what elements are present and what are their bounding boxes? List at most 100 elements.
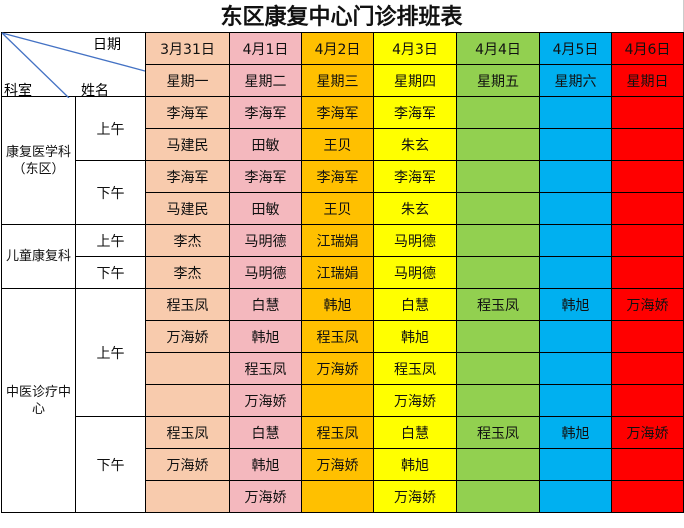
doctor-cell[interactable]	[539, 448, 612, 481]
doctor-cell[interactable]	[611, 96, 684, 129]
doctor-cell[interactable]: 程玉凤	[456, 288, 540, 321]
doctor-cell[interactable]: 马明德	[373, 256, 457, 289]
doctor-cell[interactable]	[539, 256, 612, 289]
doctor-cell[interactable]: 韩旭	[539, 416, 612, 449]
doctor-cell[interactable]	[456, 352, 540, 385]
doctor-cell[interactable]: 朱玄	[373, 192, 457, 225]
doctor-cell[interactable]: 韩旭	[229, 320, 302, 353]
session-cell[interactable]: 上午	[75, 288, 146, 417]
doctor-cell[interactable]	[611, 256, 684, 289]
doctor-cell[interactable]: 李海军	[301, 96, 374, 129]
doctor-cell[interactable]: 李海军	[229, 160, 302, 193]
doctor-cell[interactable]: 李海军	[373, 96, 457, 129]
doctor-cell[interactable]: 田敏	[229, 128, 302, 161]
doctor-cell[interactable]	[611, 192, 684, 225]
doctor-cell[interactable]: 王贝	[301, 192, 374, 225]
doctor-cell[interactable]: 李海军	[229, 96, 302, 129]
doctor-cell[interactable]	[539, 384, 612, 417]
doctor-cell[interactable]: 万海娇	[611, 416, 684, 449]
doctor-cell[interactable]: 万海娇	[229, 480, 302, 513]
doctor-cell[interactable]: 李海军	[145, 96, 230, 129]
doctor-cell[interactable]: 白慧	[229, 416, 302, 449]
session-cell[interactable]: 上午	[75, 224, 146, 257]
doctor-cell[interactable]: 韩旭	[373, 448, 457, 481]
doctor-cell[interactable]: 白慧	[373, 416, 457, 449]
doctor-cell[interactable]	[456, 448, 540, 481]
doctor-cell[interactable]: 田敏	[229, 192, 302, 225]
doctor-cell[interactable]: 马明德	[229, 224, 302, 257]
doctor-cell[interactable]: 韩旭	[373, 320, 457, 353]
doctor-cell[interactable]: 白慧	[229, 288, 302, 321]
doctor-cell[interactable]	[611, 384, 684, 417]
doctor-cell[interactable]	[456, 320, 540, 353]
doctor-cell[interactable]	[539, 128, 612, 161]
doctor-cell[interactable]	[456, 480, 540, 513]
doctor-cell[interactable]	[539, 224, 612, 257]
session-cell[interactable]: 下午	[75, 416, 146, 513]
doctor-cell[interactable]: 李海军	[301, 160, 374, 193]
doctor-cell[interactable]: 程玉凤	[456, 416, 540, 449]
doctor-cell[interactable]	[611, 128, 684, 161]
session-cell[interactable]: 下午	[75, 256, 146, 289]
doctor-cell[interactable]: 韩旭	[539, 288, 612, 321]
doctor-cell[interactable]	[145, 352, 230, 385]
department-cell[interactable]: 中医诊疗中心	[1, 288, 76, 513]
doctor-cell[interactable]	[539, 480, 612, 513]
doctor-cell[interactable]	[611, 320, 684, 353]
doctor-cell[interactable]: 江瑞娟	[301, 224, 374, 257]
department-cell[interactable]: 儿童康复科	[1, 224, 76, 289]
doctor-cell[interactable]	[539, 352, 612, 385]
doctor-cell[interactable]: 万海娇	[229, 384, 302, 417]
doctor-cell[interactable]	[611, 480, 684, 513]
doctor-cell[interactable]	[539, 96, 612, 129]
doctor-cell[interactable]: 江瑞娟	[301, 256, 374, 289]
doctor-cell[interactable]: 马建民	[145, 192, 230, 225]
department-cell[interactable]: 康复医学科（东区）	[1, 96, 76, 225]
doctor-cell[interactable]	[145, 480, 230, 513]
doctor-cell[interactable]: 程玉凤	[301, 416, 374, 449]
doctor-cell[interactable]	[611, 352, 684, 385]
doctor-cell[interactable]	[456, 192, 540, 225]
doctor-cell[interactable]: 程玉凤	[229, 352, 302, 385]
doctor-cell[interactable]: 程玉凤	[145, 288, 230, 321]
doctor-cell[interactable]: 万海娇	[301, 448, 374, 481]
session-cell[interactable]: 下午	[75, 160, 146, 225]
doctor-cell[interactable]	[456, 96, 540, 129]
doctor-cell[interactable]	[539, 192, 612, 225]
doctor-cell[interactable]	[539, 320, 612, 353]
doctor-cell[interactable]: 朱玄	[373, 128, 457, 161]
doctor-cell[interactable]: 李海军	[373, 160, 457, 193]
doctor-cell[interactable]	[301, 384, 374, 417]
doctor-cell[interactable]: 韩旭	[229, 448, 302, 481]
doctor-cell[interactable]: 马明德	[373, 224, 457, 257]
doctor-cell[interactable]	[611, 160, 684, 193]
doctor-cell[interactable]: 李杰	[145, 224, 230, 257]
doctor-cell[interactable]	[456, 160, 540, 193]
doctor-cell[interactable]: 万海娇	[373, 384, 457, 417]
doctor-cell[interactable]: 王贝	[301, 128, 374, 161]
doctor-cell[interactable]: 程玉凤	[301, 320, 374, 353]
doctor-cell[interactable]	[145, 384, 230, 417]
doctor-cell[interactable]: 万海娇	[145, 320, 230, 353]
doctor-cell[interactable]	[539, 160, 612, 193]
doctor-cell[interactable]: 马建民	[145, 128, 230, 161]
doctor-cell[interactable]: 马明德	[229, 256, 302, 289]
doctor-cell[interactable]	[611, 224, 684, 257]
doctor-cell[interactable]: 程玉凤	[145, 416, 230, 449]
session-cell[interactable]: 上午	[75, 96, 146, 161]
doctor-cell[interactable]	[456, 384, 540, 417]
doctor-cell[interactable]: 韩旭	[301, 288, 374, 321]
doctor-cell[interactable]	[456, 128, 540, 161]
doctor-cell[interactable]: 万海娇	[145, 448, 230, 481]
doctor-cell[interactable]: 白慧	[373, 288, 457, 321]
doctor-cell[interactable]: 李杰	[145, 256, 230, 289]
doctor-cell[interactable]	[301, 480, 374, 513]
doctor-cell[interactable]: 李海军	[145, 160, 230, 193]
doctor-cell[interactable]	[456, 256, 540, 289]
doctor-cell[interactable]	[611, 448, 684, 481]
doctor-cell[interactable]: 万海娇	[301, 352, 374, 385]
doctor-cell[interactable]: 万海娇	[611, 288, 684, 321]
doctor-cell[interactable]: 程玉凤	[373, 352, 457, 385]
doctor-cell[interactable]: 万海娇	[373, 480, 457, 513]
doctor-cell[interactable]	[456, 224, 540, 257]
